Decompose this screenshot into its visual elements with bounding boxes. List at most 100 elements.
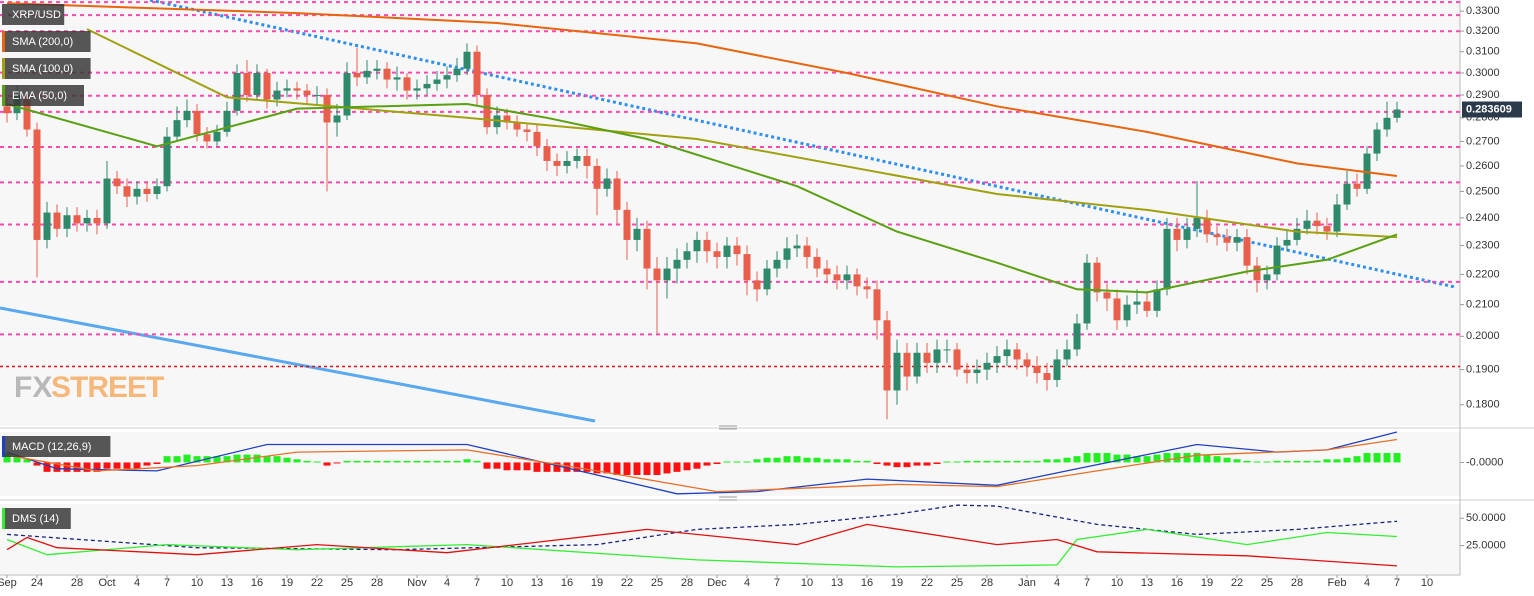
x-tick-label: 22 bbox=[921, 577, 933, 589]
x-tick-label: Jan bbox=[1018, 577, 1036, 589]
histogram-bar bbox=[1033, 460, 1041, 463]
candle-body bbox=[73, 215, 81, 224]
histogram-bar bbox=[43, 462, 51, 472]
legend-swatch bbox=[2, 436, 5, 457]
x-tick-label: 7 bbox=[474, 577, 480, 589]
y-tick-label: 0.2900 bbox=[1466, 89, 1500, 101]
x-tick-label: 28 bbox=[681, 577, 693, 589]
indicator-line bbox=[6, 2, 1398, 177]
histogram-bar bbox=[713, 462, 721, 464]
histogram-bar bbox=[1353, 456, 1361, 463]
candle-body bbox=[893, 352, 901, 391]
legend-box bbox=[2, 4, 65, 25]
legend-box bbox=[2, 58, 91, 79]
candle-body bbox=[833, 274, 841, 281]
histogram-bar bbox=[583, 462, 591, 472]
histogram-bar bbox=[1113, 454, 1121, 463]
pane-handle[interactable] bbox=[719, 425, 737, 501]
x-tick-label: 4 bbox=[1364, 577, 1370, 589]
candle-body bbox=[783, 248, 791, 260]
histogram-bar bbox=[1193, 453, 1201, 463]
histogram-bar bbox=[753, 459, 761, 463]
plot-layer: 0.1800 0.1900 0.2000 0.2100 0.2200 0.2300 0.24… bbox=[0, 1, 1522, 589]
legend-swatch bbox=[2, 31, 5, 52]
candle-body bbox=[583, 156, 591, 166]
candle-body bbox=[913, 352, 921, 377]
histogram-bar bbox=[213, 456, 221, 463]
histogram-bar bbox=[343, 460, 351, 463]
candle-body bbox=[773, 259, 781, 269]
x-tick-label: 22 bbox=[1231, 577, 1243, 589]
histogram-bar bbox=[153, 462, 161, 464]
histogram-bar bbox=[663, 462, 671, 474]
candle-body bbox=[93, 217, 101, 224]
candle-body bbox=[1043, 373, 1051, 380]
x-tick-label: Dec bbox=[707, 577, 727, 589]
histogram-bar bbox=[683, 462, 691, 471]
legend-box bbox=[2, 31, 91, 52]
histogram-bar bbox=[693, 462, 701, 469]
x-tick-label: 19 bbox=[891, 577, 903, 589]
last-price-label: 0.283609 bbox=[1466, 103, 1512, 115]
candle-body bbox=[1233, 237, 1241, 243]
x-tick-label: 13 bbox=[1141, 577, 1153, 589]
histogram-bar bbox=[1393, 453, 1401, 463]
candle-body bbox=[743, 254, 751, 281]
main-pane bbox=[0, 0, 1460, 426]
histogram-bar bbox=[563, 462, 571, 472]
candle-body bbox=[1173, 228, 1181, 240]
candle-body bbox=[723, 245, 731, 257]
histogram-bar bbox=[1323, 459, 1331, 463]
candle-body bbox=[333, 115, 341, 123]
histogram-bar bbox=[703, 462, 711, 466]
histogram-bar bbox=[843, 459, 851, 463]
legend-label: EMA (50,0) bbox=[12, 90, 67, 102]
y-tick-label: 0.2600 bbox=[1466, 160, 1500, 172]
histogram-bar bbox=[313, 461, 321, 463]
candle-body bbox=[43, 212, 51, 240]
candle-body bbox=[243, 73, 251, 96]
histogram-bar bbox=[393, 460, 401, 463]
candle-body bbox=[343, 73, 351, 116]
candle-body bbox=[1053, 359, 1061, 380]
candle-body bbox=[1033, 366, 1041, 374]
candle-body bbox=[273, 90, 281, 100]
histogram-bar bbox=[793, 456, 801, 463]
candle-body bbox=[693, 239, 701, 252]
histogram-bar bbox=[1303, 460, 1311, 463]
y-tick-label: 0.2100 bbox=[1466, 299, 1500, 311]
histogram-bar bbox=[133, 462, 141, 469]
x-tick-label: 13 bbox=[831, 577, 843, 589]
x-tick-label: 10 bbox=[501, 577, 513, 589]
candle-body bbox=[593, 165, 601, 189]
candle-body bbox=[713, 251, 721, 257]
x-tick-label: 19 bbox=[1201, 577, 1213, 589]
candle-body bbox=[253, 73, 261, 96]
candle-body bbox=[943, 349, 951, 351]
histogram-bar bbox=[1283, 460, 1291, 463]
histogram-bar bbox=[903, 462, 911, 468]
y-tick-label: 0.3300 bbox=[1466, 5, 1500, 17]
legend-label: XRP/USD bbox=[12, 9, 61, 21]
histogram-bar bbox=[1043, 459, 1051, 463]
histogram-bar bbox=[513, 462, 521, 471]
histogram-bar bbox=[943, 461, 951, 463]
candle-body bbox=[263, 73, 271, 100]
histogram-bar bbox=[103, 462, 111, 469]
histogram-bar bbox=[1263, 461, 1271, 463]
x-tick-label: 22 bbox=[311, 577, 323, 589]
histogram-bar bbox=[873, 462, 881, 464]
histogram-bar bbox=[723, 461, 731, 463]
candle-body bbox=[903, 352, 911, 377]
histogram-bar bbox=[483, 462, 491, 469]
legend-swatch bbox=[2, 508, 5, 529]
legend-label: MACD (12,26,9) bbox=[12, 441, 91, 453]
candle-body bbox=[1213, 234, 1221, 238]
histogram-bar bbox=[1003, 460, 1011, 463]
trend-line bbox=[0, 306, 596, 423]
histogram-bar bbox=[1013, 460, 1021, 463]
candle-body bbox=[1393, 109, 1401, 118]
candle-body bbox=[1333, 204, 1341, 232]
y-tick-label: -0.0000 bbox=[1466, 456, 1503, 468]
candle-body bbox=[983, 362, 991, 370]
